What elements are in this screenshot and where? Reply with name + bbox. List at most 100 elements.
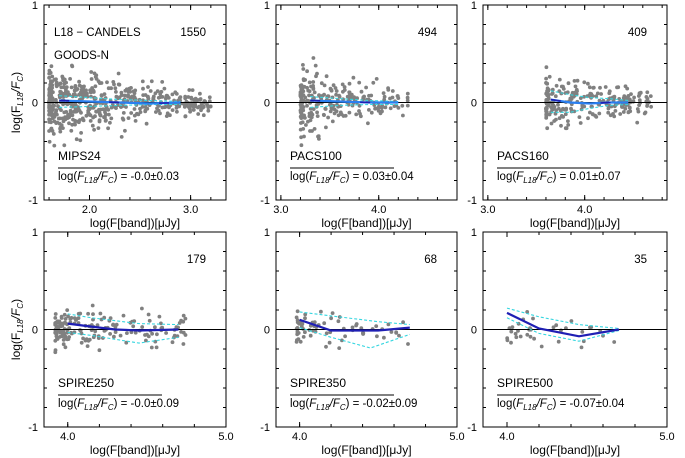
data-point — [77, 79, 81, 84]
data-point — [58, 126, 62, 131]
data-point — [190, 101, 194, 106]
data-point — [546, 89, 551, 93]
data-point — [85, 344, 90, 348]
data-point — [302, 115, 306, 120]
data-point — [59, 322, 64, 327]
data-point — [572, 109, 577, 114]
data-point — [603, 85, 608, 89]
data-point — [109, 86, 113, 91]
data-point — [599, 92, 603, 96]
mean-value: -0.0±0.09 — [131, 398, 180, 410]
data-point — [401, 113, 405, 118]
data-point — [81, 336, 85, 341]
band-label: PACS160 — [497, 149, 549, 163]
data-point — [553, 94, 558, 99]
data-point — [612, 114, 617, 119]
data-point — [181, 342, 186, 346]
data-point — [594, 115, 599, 119]
data-point — [598, 85, 602, 90]
data-point — [93, 74, 98, 79]
data-point — [606, 97, 611, 102]
data-point — [53, 321, 58, 326]
data-point — [345, 94, 350, 99]
data-point — [587, 85, 592, 90]
data-point — [554, 323, 559, 328]
data-point — [532, 336, 536, 341]
data-point — [60, 116, 65, 121]
data-point — [591, 86, 596, 90]
data-point — [70, 94, 75, 99]
data-point — [93, 329, 98, 334]
data-point — [311, 107, 316, 111]
y-tick-label: 0 — [264, 98, 270, 110]
data-point — [168, 113, 172, 118]
y-tick-label: 1 — [264, 227, 270, 239]
data-point — [72, 121, 77, 126]
ylabel-a: log(F — [9, 106, 23, 133]
mean-value: 0.03±0.04 — [363, 171, 415, 183]
data-point — [330, 95, 335, 100]
mean-sub2: C — [108, 403, 114, 412]
mean-F: F — [516, 398, 524, 410]
y-axis-label: log(FL18/FC) — [9, 72, 25, 133]
data-point — [133, 330, 138, 335]
mean-label: log(FL18/FC) = -0.0±0.09 — [58, 398, 179, 412]
data-point — [54, 84, 59, 89]
data-point — [79, 340, 84, 345]
data-point — [298, 127, 303, 132]
data-point — [405, 98, 410, 103]
data-point — [573, 84, 578, 89]
x-tick-label: 4.0 — [371, 204, 386, 216]
data-point — [47, 139, 52, 144]
data-point — [556, 339, 561, 344]
data-point — [58, 129, 63, 134]
x-axis-label: log(F[band])[μJy] — [90, 216, 180, 230]
band-label: SPIRE350 — [290, 376, 346, 390]
mean-label: log(FL18/FC) = -0.0±0.03 — [58, 171, 179, 185]
data-point — [147, 318, 152, 323]
data-point — [582, 80, 587, 85]
x-axis-label: log(F[band])[μJy] — [321, 443, 411, 457]
mean-suffix: ) — [553, 398, 557, 410]
data-point — [67, 121, 71, 126]
data-point — [361, 331, 365, 335]
data-point — [554, 108, 558, 113]
data-point — [48, 70, 53, 75]
mean-eq: = — [349, 398, 362, 410]
mean-mid: /F — [97, 398, 109, 410]
data-point — [154, 110, 158, 114]
data-point — [336, 113, 341, 118]
data-point — [382, 94, 387, 99]
data-point — [47, 75, 51, 80]
data-point — [376, 106, 381, 110]
mean-prefix: log( — [290, 398, 309, 410]
data-point — [62, 143, 67, 148]
upper-envelope-line — [506, 307, 620, 330]
mean-sub1: L18 — [84, 403, 98, 412]
data-point — [405, 103, 410, 108]
data-point — [563, 126, 568, 131]
data-point — [116, 71, 121, 76]
mean-mid: /F — [536, 398, 548, 410]
data-point — [65, 308, 70, 312]
data-point — [314, 103, 319, 107]
data-point — [323, 106, 328, 111]
data-point — [103, 107, 107, 112]
data-point — [544, 65, 549, 70]
x-tick-label: 3.0 — [183, 204, 198, 216]
scatter-points — [298, 56, 410, 148]
data-point — [183, 102, 188, 107]
lower-envelope-line — [550, 103, 629, 113]
data-point — [357, 80, 362, 85]
data-point — [49, 108, 54, 112]
data-point — [61, 329, 66, 334]
data-point — [80, 116, 85, 121]
data-point — [78, 118, 82, 122]
data-point — [621, 110, 626, 114]
data-point — [307, 93, 311, 98]
data-point — [564, 106, 569, 111]
data-point — [148, 89, 153, 93]
data-point — [309, 84, 313, 89]
data-point — [588, 110, 592, 115]
data-point — [545, 126, 550, 131]
